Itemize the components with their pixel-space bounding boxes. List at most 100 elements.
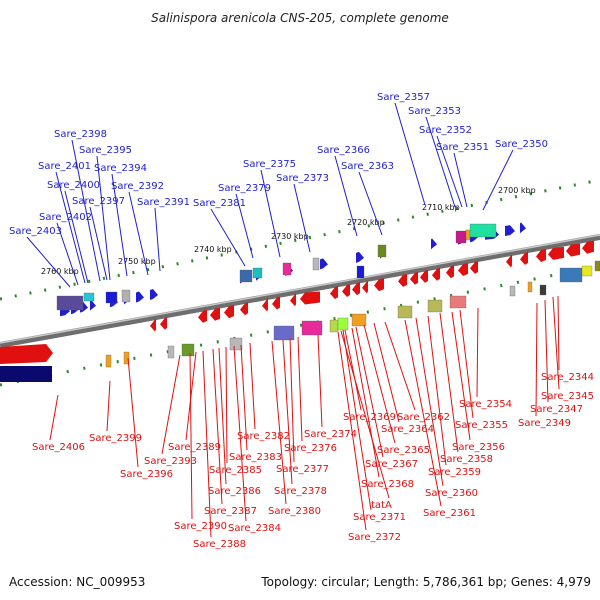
minus-gene-arrow	[352, 282, 360, 296]
plus-gene-label: Sare_2398	[54, 129, 107, 140]
gene-leader-line	[404, 319, 442, 507]
plus-gene-label: Sare_2379	[218, 183, 271, 194]
tick-label: 2700 kbp	[498, 186, 536, 195]
plus-gene-arrow	[90, 299, 96, 311]
gene-leader-line	[218, 347, 227, 485]
minus-gene-arrow	[342, 283, 350, 297]
domain-block	[105, 354, 112, 368]
gene-leader-line	[212, 348, 223, 505]
plus-gene-arrow	[356, 251, 364, 263]
minus-gene-arrow	[150, 318, 156, 332]
genome-backbone	[0, 234, 600, 348]
minus-gene-label: Sare_2377	[276, 464, 329, 475]
tick-label: 2750 kbp	[118, 257, 156, 266]
domain-block	[0, 366, 52, 382]
gene-leader-line	[436, 135, 463, 208]
gene-leader-line	[363, 324, 396, 444]
minus-gene-arrow	[432, 267, 440, 281]
gene-leader-line	[340, 330, 390, 499]
tick-label: 2740 kbp	[194, 245, 232, 254]
minus-gene-label: Sare_2368	[361, 479, 414, 490]
tick-label: 2730 kbp	[271, 232, 309, 241]
gene-leader-line	[71, 139, 101, 282]
minus-gene-label: Sare_2354	[459, 399, 512, 410]
domain-block	[455, 230, 467, 244]
minus-gene-label: Sare_2362	[397, 412, 450, 423]
minus-gene-label: Sare_2383	[229, 452, 282, 463]
gene-leader-line	[260, 169, 281, 258]
gene-leader-line	[453, 152, 468, 208]
minus-gene-label: Sare_2376	[284, 443, 337, 454]
gene-leader-line	[64, 190, 89, 284]
minus-gene-label: Sare_2390	[174, 521, 227, 532]
plus-gene-label: Sare_2353	[408, 106, 461, 117]
minus-gene-arrow	[272, 296, 280, 310]
minus-gene-label: Sare_2372	[348, 532, 401, 543]
domain-block	[427, 299, 443, 313]
domain-block	[397, 305, 413, 319]
gene-leader-line	[552, 296, 560, 390]
plus-gene-label: Sare_2400	[47, 180, 100, 191]
minus-gene-label: Sare_2387	[204, 506, 257, 517]
minus-gene-label: Sare_2378	[274, 486, 327, 497]
minus-gene-label: Sare_2388	[193, 539, 246, 550]
minus-gene-label: Sare_2365	[377, 445, 430, 456]
domain-block	[301, 320, 323, 336]
domain-block	[83, 292, 95, 302]
feature-blocks	[56, 223, 600, 368]
minus-gene-arrow	[458, 263, 468, 277]
minus-gene-arrow	[410, 271, 418, 285]
minus-gene-arrow	[548, 246, 564, 260]
domain-block	[229, 337, 243, 351]
gene-leader-line	[56, 222, 79, 286]
minus-gene-label: Sare_2399	[89, 433, 142, 444]
gene-leader-line	[351, 327, 380, 478]
gene-leader-line	[202, 350, 212, 538]
domain-block	[123, 351, 130, 365]
gene-leader-line	[439, 312, 459, 453]
domain-block	[329, 319, 339, 333]
domain-block	[449, 295, 467, 309]
domain-block	[581, 265, 593, 277]
domain-block	[252, 267, 263, 279]
gene-leader-line	[89, 206, 108, 281]
gene-leader-line	[384, 321, 416, 411]
plus-gene-arrow	[320, 258, 328, 270]
gene-leader-line	[225, 346, 228, 464]
minus-strand-features	[0, 240, 594, 382]
gene-leader-line	[459, 309, 474, 419]
gene-leader-line	[235, 193, 254, 259]
gene-leader-line	[249, 342, 256, 430]
gene-leader-line	[127, 357, 139, 468]
summary-text: Topology: circular; Length: 5,786,361 bp…	[260, 575, 591, 589]
minus-gene-label: Sare_2359	[428, 467, 481, 478]
minus-gene-arrow	[566, 243, 580, 257]
minus-gene-label: Sare_2396	[120, 469, 173, 480]
minus-gene-label: Sare_2344	[541, 372, 594, 383]
plus-gene-label: Sare_2392	[111, 181, 164, 192]
minus-gene-label: Sare_2367	[365, 459, 418, 470]
gene-leader-line	[535, 302, 538, 417]
map-title: Salinispora arenicola CNS-205, complete …	[151, 11, 449, 25]
gene-leader-line	[271, 340, 287, 505]
minus-gene-label: Sare_2371	[353, 512, 406, 523]
minus-gene-arrow	[210, 307, 220, 321]
domain-block	[105, 291, 118, 304]
minus-gene-arrow	[470, 260, 478, 274]
plus-gene-label: Sare_2381	[193, 198, 246, 209]
gene-leader-line	[240, 344, 248, 451]
plus-gene-label: Sare_2373	[276, 173, 329, 184]
minus-gene-label: Sare_2355	[455, 420, 508, 431]
minus-gene-arrow	[536, 249, 546, 263]
gene-leader-line	[427, 315, 447, 466]
gene-leader-line	[161, 354, 181, 455]
minus-gene-arrow	[582, 240, 594, 254]
plus-gene-arrow	[150, 289, 158, 300]
minus-gene-arrow	[362, 280, 368, 294]
gene-leader-line	[482, 149, 514, 211]
minus-gene-arrow	[374, 278, 384, 292]
plus-gene-labels: Sare_2357 Sare_2353 Sare_2352 Sare_2351 Sare…	[9, 92, 548, 288]
gene-leader-line	[154, 207, 161, 272]
domain-block	[312, 257, 320, 271]
gene-leader-line	[415, 317, 444, 487]
